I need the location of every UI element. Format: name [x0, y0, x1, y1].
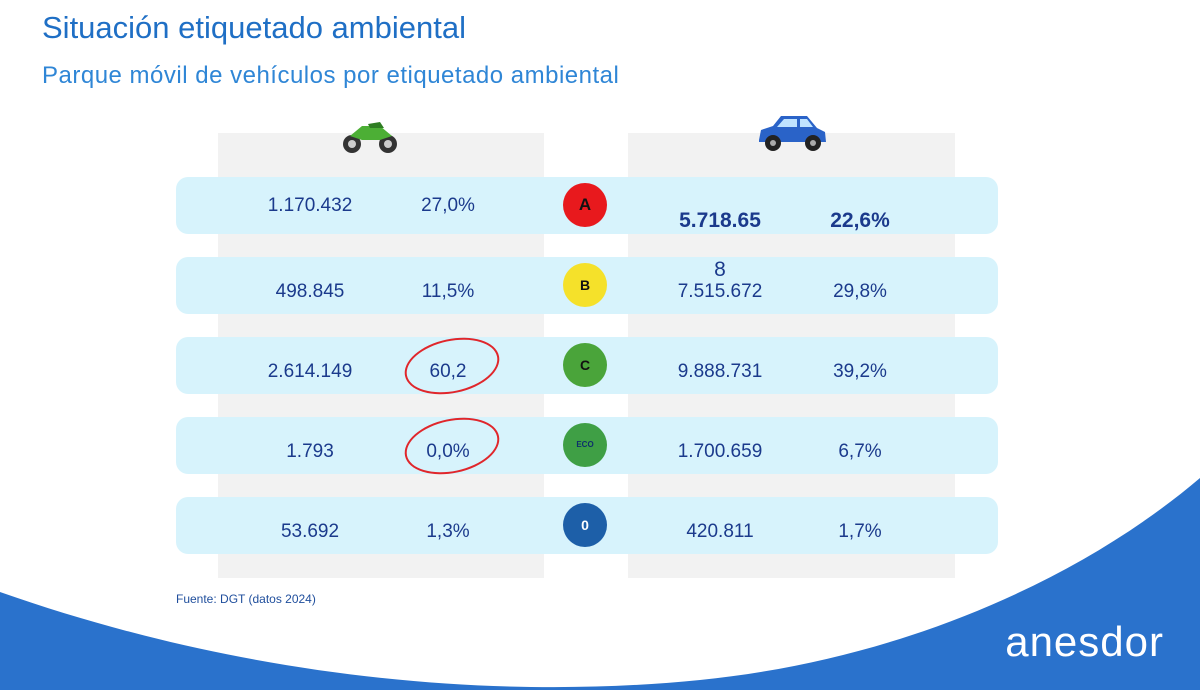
- motorcycle-icon: [343, 122, 397, 153]
- moto-pct: 60,2: [429, 361, 467, 382]
- moto-pct: 11,5%: [421, 281, 475, 302]
- label-eco-badge-icon: ECO: [563, 423, 607, 467]
- moto-count: 498.845: [275, 281, 345, 302]
- table-row: 1.793 0,0% ECO 1.700.659 6,7%: [176, 409, 998, 483]
- moto-pct: 0,0%: [426, 441, 470, 462]
- moto-pct: 1,3%: [426, 521, 470, 542]
- table-row: 53.692 1,3% 0 420.811 1,7%: [176, 497, 998, 554]
- car-pct: 1,7%: [838, 521, 882, 542]
- car-icon: [759, 116, 826, 151]
- car-pct: 39,2%: [833, 361, 887, 382]
- page-subtitle: Parque móvil de vehículos por etiquetado…: [42, 62, 620, 89]
- label-b-badge-icon: B: [563, 263, 607, 307]
- table-row: 498.845 11,5% B 8 7.515.672 29,8%: [176, 257, 998, 314]
- car-count: 5.718.65: [679, 209, 761, 232]
- label-zero-badge-icon: 0: [563, 503, 607, 547]
- label-a-badge-icon: A: [563, 183, 607, 227]
- car-count: 9.888.731: [677, 361, 763, 382]
- car-count: 1.700.659: [677, 441, 763, 462]
- page-title: Situación etiquetado ambiental: [42, 10, 466, 45]
- car-count-overflow: 8: [714, 258, 726, 281]
- moto-count: 53.692: [280, 521, 340, 542]
- car-pct: 22,6%: [830, 209, 890, 232]
- moto-pct: 27,0%: [421, 195, 475, 216]
- car-pct: 29,8%: [833, 281, 887, 302]
- moto-count: 1.793: [286, 441, 334, 462]
- car-count: 420.811: [686, 521, 754, 542]
- car-count: 7.515.672: [677, 281, 763, 302]
- anesdor-logo: anesdor: [1005, 618, 1164, 665]
- table-row: 1.170.432 27,0% A 5.718.65 22,6%: [176, 177, 998, 234]
- moto-count: 2.614.149: [267, 361, 353, 382]
- source-note: Fuente: DGT (datos 2024): [176, 592, 316, 606]
- table-row: 2.614.149 60,2 C 9.888.731 39,2%: [176, 329, 998, 403]
- label-c-badge-icon: C: [563, 343, 607, 387]
- car-pct: 6,7%: [838, 441, 882, 462]
- moto-count: 1.170.432: [267, 195, 353, 216]
